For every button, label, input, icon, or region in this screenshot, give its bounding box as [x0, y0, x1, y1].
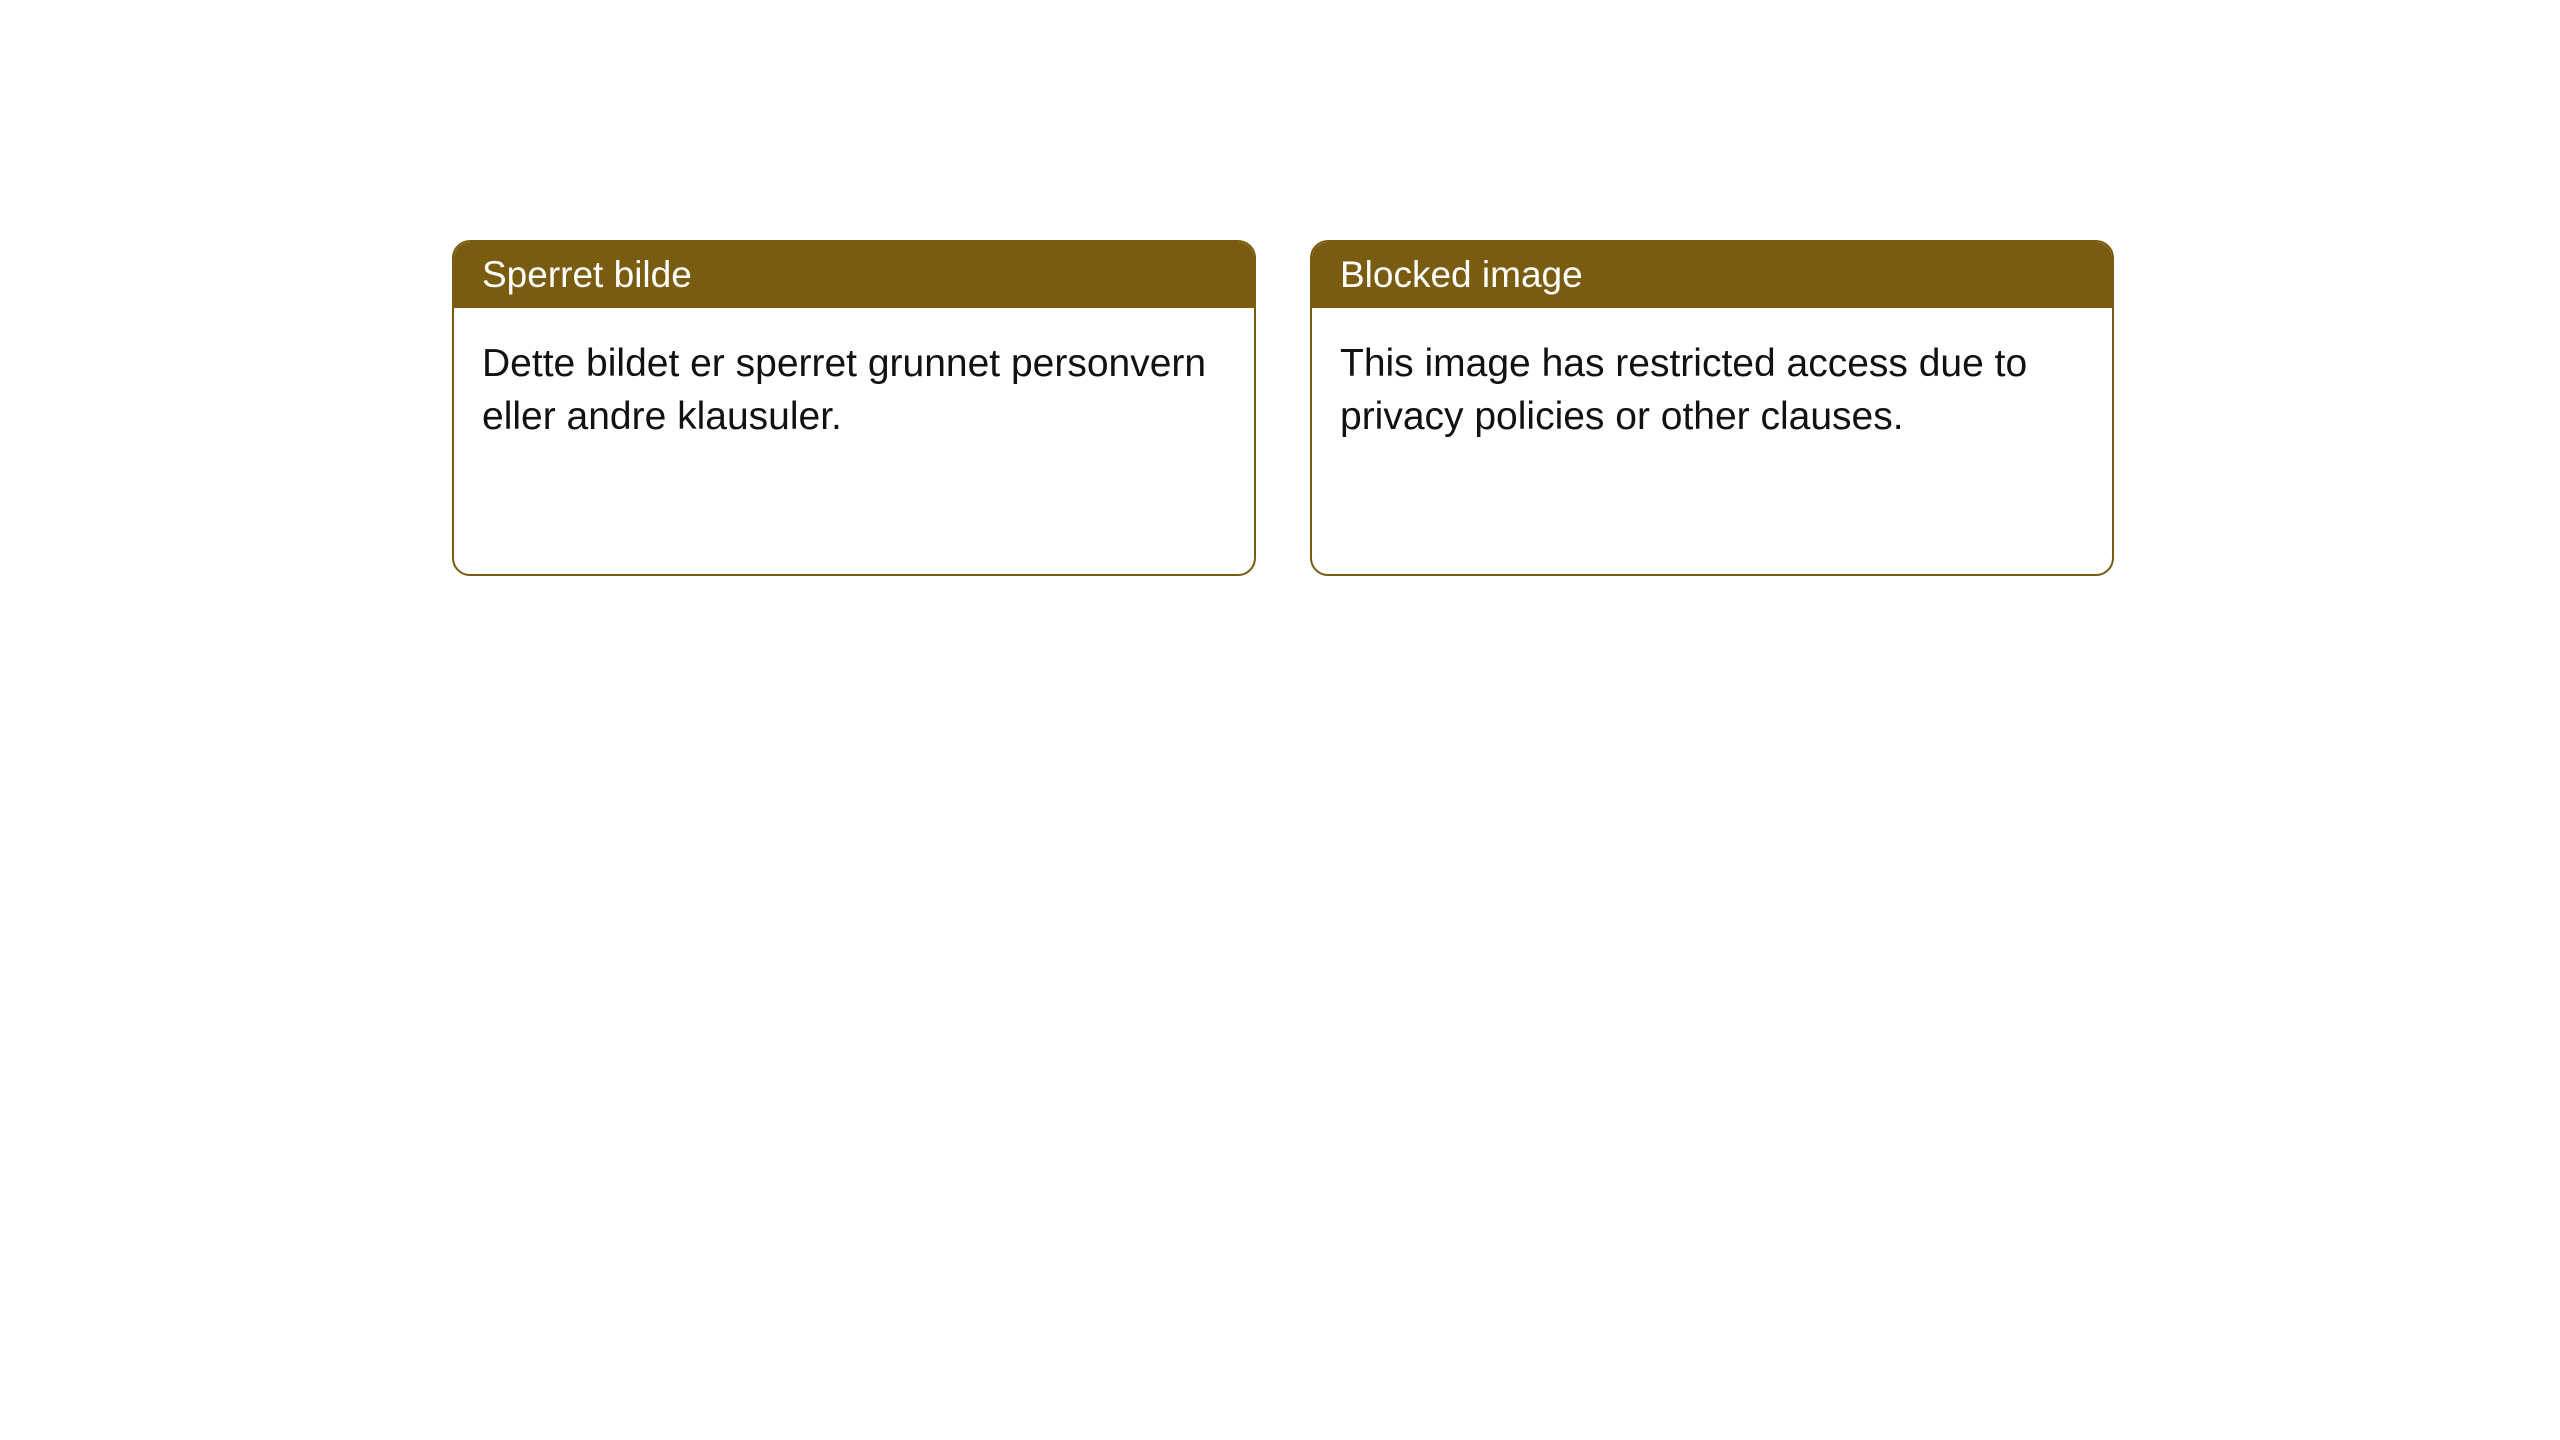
cards-container: Sperret bilde Dette bildet er sperret gr… [452, 240, 2560, 576]
card-body-text: This image has restricted access due to … [1340, 342, 2027, 438]
card-title: Blocked image [1340, 254, 1583, 295]
card-header: Blocked image [1312, 242, 2112, 308]
card-title: Sperret bilde [482, 254, 692, 295]
card-body: This image has restricted access due to … [1312, 308, 2112, 473]
card-body-text: Dette bildet er sperret grunnet personve… [482, 342, 1206, 438]
blocked-image-card-no: Sperret bilde Dette bildet er sperret gr… [452, 240, 1256, 576]
blocked-image-card-en: Blocked image This image has restricted … [1310, 240, 2114, 576]
card-body: Dette bildet er sperret grunnet personve… [454, 308, 1254, 473]
card-header: Sperret bilde [454, 242, 1254, 308]
